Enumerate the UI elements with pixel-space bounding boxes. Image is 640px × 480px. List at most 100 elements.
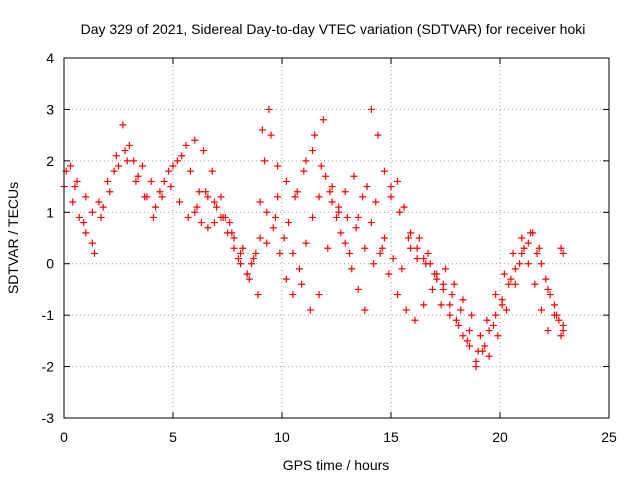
data-point — [498, 296, 506, 304]
data-point — [293, 188, 301, 196]
data-point — [80, 219, 88, 227]
data-point — [245, 275, 253, 283]
data-point — [442, 265, 449, 273]
data-point — [191, 208, 199, 216]
data-point — [167, 183, 175, 191]
data-point — [322, 172, 330, 180]
data-point — [252, 249, 260, 257]
data-point — [230, 234, 238, 242]
data-point — [282, 275, 290, 283]
data-point — [533, 249, 541, 257]
data-point — [413, 244, 421, 252]
data-point — [492, 311, 500, 319]
data-point — [208, 167, 216, 175]
data-point — [335, 208, 343, 216]
data-points — [60, 105, 567, 371]
y-axis-label: SDTVAR / TECUs — [5, 182, 21, 294]
data-point — [481, 342, 489, 350]
data-point — [361, 244, 369, 252]
data-point — [380, 234, 388, 242]
data-point — [282, 177, 290, 185]
data-point — [407, 229, 415, 237]
data-point — [535, 244, 543, 252]
plot-frame — [63, 57, 610, 419]
data-point — [389, 255, 397, 263]
series-track-5 — [557, 244, 567, 257]
y-tick-label: -1 — [42, 307, 55, 323]
data-point — [359, 193, 367, 201]
data-point — [542, 275, 550, 283]
data-point — [529, 229, 537, 237]
data-point — [337, 229, 345, 237]
data-point — [285, 219, 293, 227]
data-point — [557, 244, 565, 252]
data-point — [350, 172, 358, 180]
data-point — [237, 249, 245, 257]
data-point — [437, 301, 445, 309]
data-point — [559, 249, 567, 257]
data-point — [73, 177, 81, 185]
y-tick-label: -2 — [42, 359, 55, 375]
x-tick-label: 15 — [383, 429, 399, 445]
chart-title: Day 329 of 2021, Sidereal Day-to-day VTE… — [81, 21, 586, 37]
data-point — [112, 152, 120, 160]
data-point — [516, 260, 524, 268]
data-point — [465, 342, 473, 350]
data-point — [104, 177, 112, 185]
data-point — [239, 244, 247, 252]
data-point — [511, 265, 519, 273]
data-point — [213, 203, 221, 211]
data-point — [428, 285, 436, 293]
data-point — [376, 249, 384, 257]
data-point — [186, 167, 194, 175]
data-point — [341, 188, 349, 196]
data-point — [256, 234, 264, 242]
y-tick-label: 2 — [46, 153, 54, 169]
data-point — [402, 306, 410, 314]
data-point — [343, 213, 351, 221]
data-point — [324, 244, 332, 252]
data-point — [479, 347, 487, 355]
data-point — [489, 321, 497, 329]
data-point — [424, 249, 432, 257]
data-point — [309, 147, 317, 155]
data-point — [173, 157, 181, 165]
data-point — [178, 152, 186, 160]
data-point — [317, 162, 325, 170]
data-point — [433, 270, 441, 278]
data-point — [258, 126, 266, 134]
data-point — [82, 193, 90, 201]
data-point — [559, 321, 567, 329]
data-point — [524, 260, 532, 268]
data-point — [459, 296, 467, 304]
data-point — [520, 244, 528, 252]
data-point — [165, 167, 173, 175]
x-tick-label: 5 — [169, 429, 177, 445]
y-tick-label: -3 — [42, 410, 55, 426]
data-point — [426, 260, 434, 268]
data-point — [210, 219, 218, 227]
data-point — [82, 229, 90, 237]
y-tick-label: 1 — [46, 204, 54, 220]
data-point — [306, 306, 314, 314]
data-point — [69, 198, 77, 206]
data-point — [204, 193, 212, 201]
data-point — [182, 141, 190, 149]
y-tick-label: 0 — [46, 256, 54, 272]
data-point — [472, 363, 480, 371]
data-point — [524, 239, 532, 247]
data-point — [195, 188, 203, 196]
data-point — [446, 311, 454, 319]
data-point — [254, 291, 262, 299]
data-point — [404, 234, 412, 242]
series-track-4 — [191, 105, 565, 371]
data-point — [202, 188, 210, 196]
data-point — [385, 270, 393, 278]
data-point — [263, 239, 271, 247]
data-point — [226, 219, 234, 227]
data-point — [354, 285, 362, 293]
data-point — [247, 260, 255, 268]
data-point — [115, 162, 122, 170]
